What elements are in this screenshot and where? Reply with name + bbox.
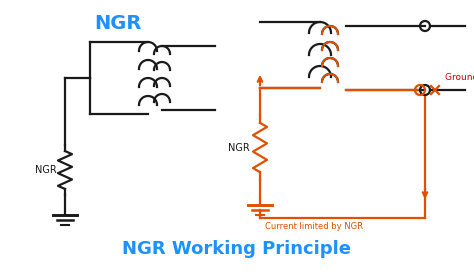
Text: Ground Fault: Ground Fault: [445, 73, 474, 82]
Text: NGR: NGR: [94, 14, 142, 33]
Text: NGR: NGR: [35, 165, 57, 175]
Text: NGR: NGR: [228, 143, 250, 153]
Text: NGR Working Principle: NGR Working Principle: [122, 240, 352, 258]
Text: Current limited by NGR: Current limited by NGR: [265, 222, 363, 231]
